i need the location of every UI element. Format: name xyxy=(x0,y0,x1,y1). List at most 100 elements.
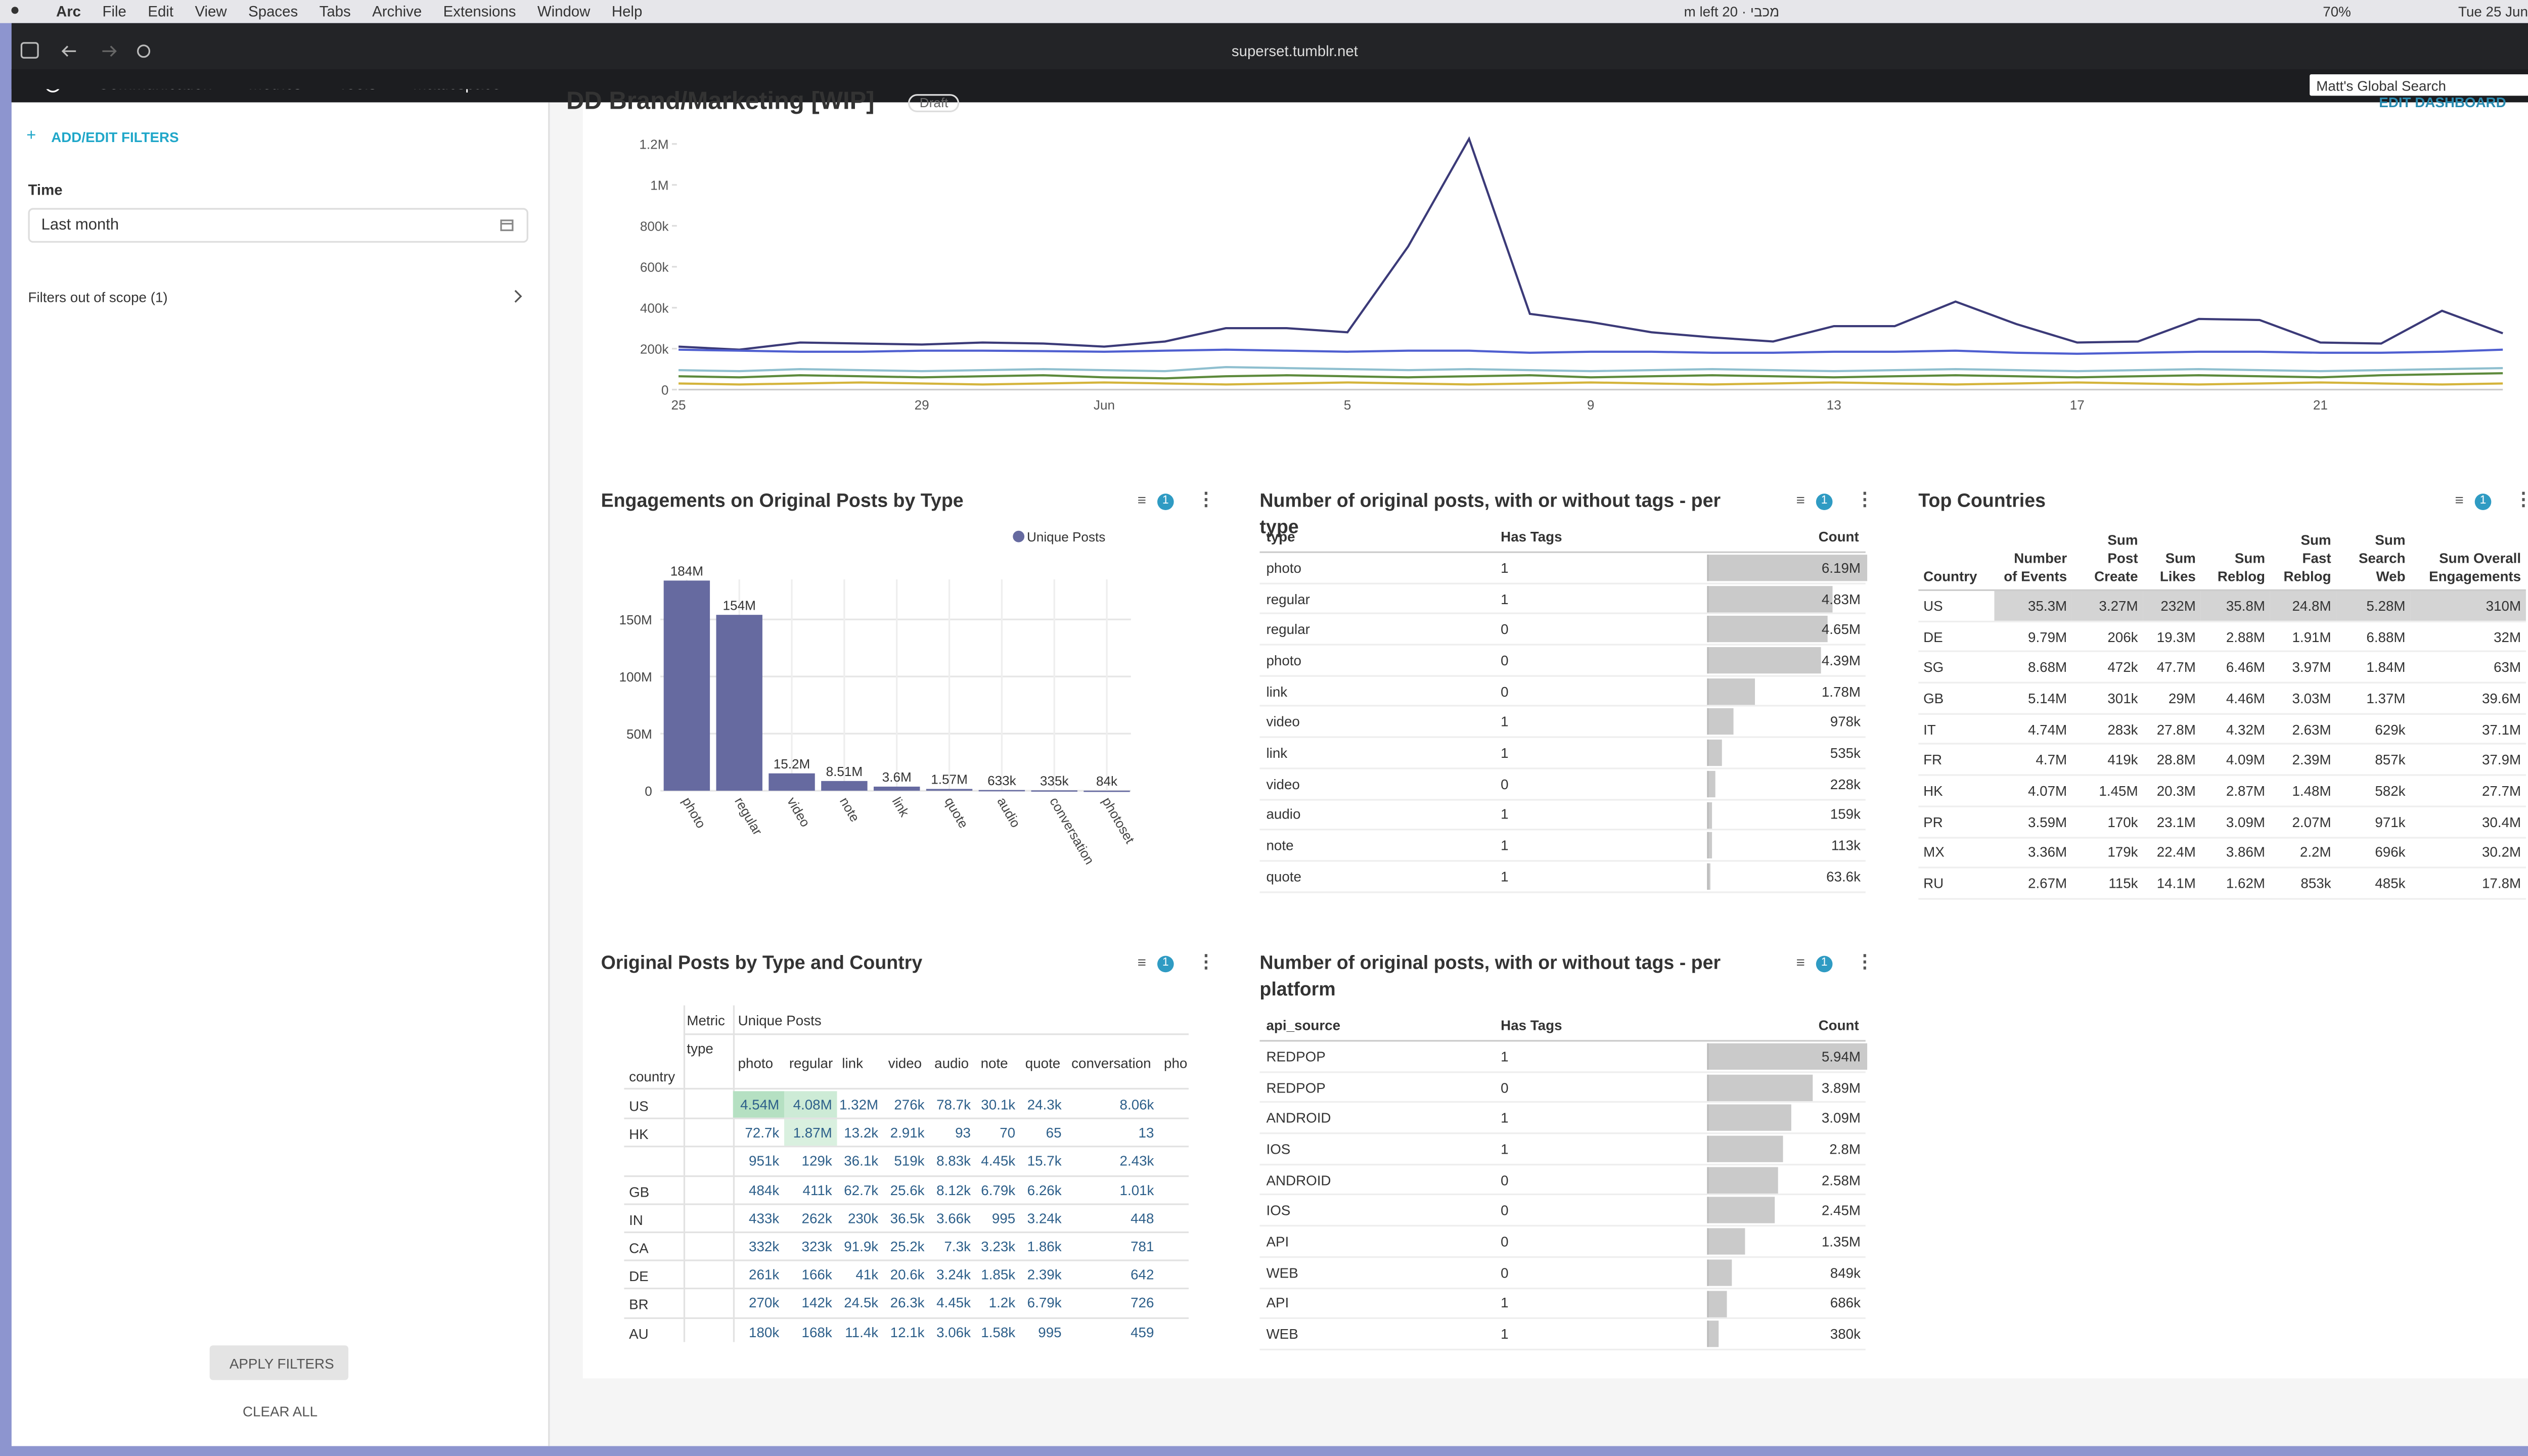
search-box[interactable] xyxy=(2310,74,2528,96)
x-tick-label: Jun xyxy=(1094,397,1115,413)
table-cell: GB xyxy=(1923,690,1944,707)
table-cell: 1 xyxy=(1501,1048,1509,1065)
pivot-cell: 4.45k xyxy=(981,1153,1016,1170)
pivot-column: quote xyxy=(1025,1055,1061,1072)
panel-menu[interactable]: ⋮ xyxy=(1856,490,1874,510)
pivot-cell: 1.58k xyxy=(981,1323,1016,1340)
column-header: Sum Likes xyxy=(2159,550,2196,584)
pivot-cell: 1.01k xyxy=(1119,1181,1154,1198)
add-filters[interactable]: ADD/EDIT FILTERS xyxy=(51,128,179,146)
pivot-cell: 11.4k xyxy=(845,1323,879,1340)
table-cell: US xyxy=(1923,597,1943,614)
pivot-border xyxy=(624,1174,1189,1176)
pivot-cell: 2.39k xyxy=(1027,1266,1062,1283)
app-name[interactable]: Arc xyxy=(56,3,81,20)
pivot-cell: 448 xyxy=(1131,1209,1154,1226)
apple-icon[interactable]: ● xyxy=(10,2,20,20)
menu-item[interactable]: Spaces xyxy=(248,3,298,20)
count-cell: 2.58M xyxy=(1821,1171,1861,1188)
table-cell: 19.3M xyxy=(2156,628,2196,645)
table-row: link 0 1.78M xyxy=(1259,676,1866,707)
reload[interactable] xyxy=(137,44,151,58)
filter-badge: 1 xyxy=(1816,956,1833,973)
x-tick-label: note xyxy=(837,795,863,825)
menu-item[interactable]: Help xyxy=(611,3,643,20)
pivot-cell: 6.79k xyxy=(1027,1295,1062,1311)
table-cell: video xyxy=(1266,775,1300,792)
count-cell: 4.65M xyxy=(1821,621,1861,638)
pivot-border xyxy=(624,1288,1189,1290)
table-row: regular 1 4.83M xyxy=(1259,584,1866,615)
pivot-cell: 3.66k xyxy=(936,1209,971,1226)
filter-icon[interactable]: ≡ xyxy=(1796,954,1805,971)
table-cell: 1 xyxy=(1501,744,1509,761)
sidebar-toggle[interactable] xyxy=(20,42,39,59)
count-bar xyxy=(1707,1105,1791,1131)
panel-menu[interactable]: ⋮ xyxy=(1856,952,1874,973)
table-cell: 0 xyxy=(1501,1264,1509,1281)
table-cell: 47.7M xyxy=(2156,659,2196,676)
edit-dashboard[interactable]: EDIT DASHBOARD xyxy=(2379,94,2506,111)
count-bar xyxy=(1707,1043,1868,1070)
pivot-cell: 6.79k xyxy=(981,1181,1016,1198)
count-bar xyxy=(1707,1074,1813,1101)
draft-tag: Draft xyxy=(908,94,960,113)
count-cell: 1.35M xyxy=(1821,1233,1861,1250)
status-calendar[interactable]: m left 20 · מכבי xyxy=(1684,3,1780,20)
table-cell: 582k xyxy=(2375,782,2406,799)
column-header: Sum Fast Reblog xyxy=(2283,531,2331,584)
panel-menu[interactable]: ⋮ xyxy=(1197,952,1215,973)
pivot-cell: 26.3k xyxy=(890,1295,925,1311)
pivot-cell: 13 xyxy=(1138,1124,1154,1141)
table-row: photo 1 6.19M xyxy=(1259,553,1868,584)
pivot-cell: 8.06k xyxy=(1119,1096,1154,1113)
apply-button[interactable] xyxy=(209,1345,348,1380)
filter-icon[interactable]: ≡ xyxy=(2455,492,2464,509)
y-tick-label: 150M xyxy=(619,612,652,627)
count-bar xyxy=(1707,555,1868,581)
menu-item[interactable]: Edit xyxy=(148,3,174,20)
table-row: API 0 1.35M xyxy=(1259,1227,1866,1258)
menu-item[interactable]: Tabs xyxy=(319,3,351,20)
panel-menu[interactable]: ⋮ xyxy=(1197,490,1215,510)
count-bar xyxy=(1707,678,1754,705)
table-cell: 283k xyxy=(2107,720,2138,738)
pivot-cell: 995 xyxy=(991,1209,1016,1226)
filter-icon[interactable]: ≡ xyxy=(1137,492,1146,509)
x-tick-label: photo xyxy=(679,795,709,831)
table-row: video 1 978k xyxy=(1259,707,1866,738)
clear-all[interactable]: CLEAR ALL xyxy=(242,1403,318,1420)
pivot-cell: 4.08M xyxy=(784,1091,837,1118)
url[interactable]: superset.tumblr.net xyxy=(1231,42,1358,60)
status-battery[interactable]: 70% xyxy=(2323,3,2351,20)
menu-item[interactable]: File xyxy=(102,3,126,20)
table-cell: 37.9M xyxy=(2481,751,2521,768)
forward[interactable] xyxy=(102,46,117,57)
table-cell: 9.79M xyxy=(2028,628,2067,645)
bar xyxy=(716,615,762,791)
table-cell: 857k xyxy=(2375,751,2406,768)
x-tick-label: quote xyxy=(942,795,972,831)
pivot-cell: 20.6k xyxy=(890,1266,925,1283)
back[interactable] xyxy=(61,46,76,57)
pivot-border xyxy=(624,1118,1189,1120)
count-bar xyxy=(1707,1259,1732,1286)
status-clock[interactable]: Tue 25 Jun 14:40 xyxy=(2458,3,2528,20)
menu-item[interactable]: Archive xyxy=(372,3,422,20)
menu-item[interactable]: View xyxy=(195,3,227,20)
table-row: video 0 228k xyxy=(1259,769,1866,800)
pivot-column: audio xyxy=(934,1055,969,1072)
pivot-country: CA xyxy=(629,1240,649,1256)
menu-item[interactable]: Window xyxy=(537,3,591,20)
pivot-cell: 3.24k xyxy=(1027,1209,1062,1226)
table-row: regular 0 4.65M xyxy=(1259,615,1866,646)
panel-menu[interactable]: ⋮ xyxy=(2514,489,2528,510)
menu-item[interactable]: Extensions xyxy=(443,3,516,20)
count-bar xyxy=(1707,1290,1727,1317)
time-select[interactable] xyxy=(28,208,528,243)
x-tick-label: 29 xyxy=(915,397,929,413)
filter-icon[interactable]: ≡ xyxy=(1137,954,1146,971)
out-of-scope[interactable]: Filters out of scope (1) xyxy=(28,289,168,306)
count-bar xyxy=(1707,1228,1745,1255)
filter-icon[interactable]: ≡ xyxy=(1796,492,1805,509)
